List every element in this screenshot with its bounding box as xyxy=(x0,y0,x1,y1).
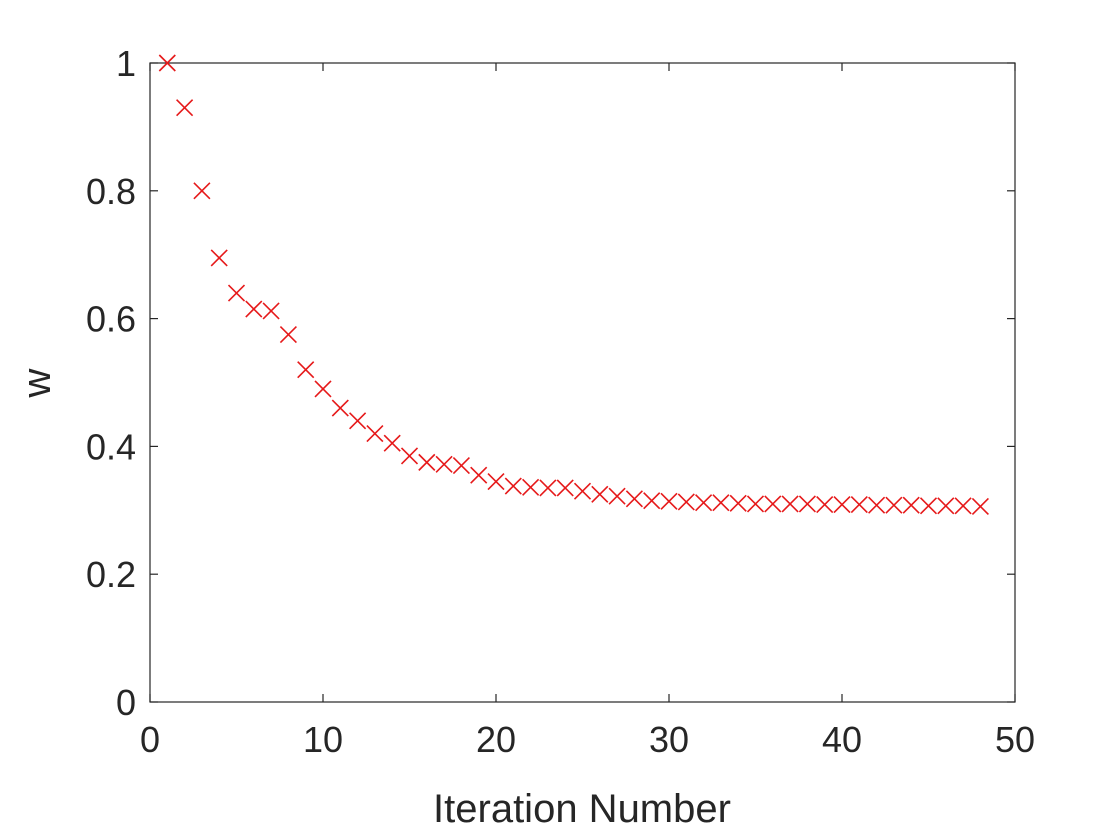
x-tick-label: 0 xyxy=(140,719,160,760)
y-tick-label: 0.6 xyxy=(86,299,136,340)
x-tick-label: 10 xyxy=(303,719,343,760)
data-point xyxy=(262,302,280,320)
data-point xyxy=(816,495,834,514)
data-point xyxy=(937,497,955,515)
x-tick-label: 20 xyxy=(476,719,516,760)
data-point xyxy=(643,492,661,510)
data-point xyxy=(608,487,626,505)
data-point xyxy=(729,494,747,512)
data-point xyxy=(850,495,868,514)
data-point xyxy=(314,380,332,398)
data-point xyxy=(919,497,938,515)
data-point xyxy=(539,479,557,497)
x-axis-label: Iteration Number xyxy=(433,787,731,831)
data-point xyxy=(227,284,246,302)
data-point xyxy=(833,495,851,514)
data-point xyxy=(279,326,297,344)
data-point xyxy=(245,300,263,318)
data-markers xyxy=(158,54,989,516)
y-axis-label: w xyxy=(15,368,59,398)
data-point xyxy=(400,447,419,465)
data-point xyxy=(176,99,194,117)
data-point xyxy=(366,425,384,443)
x-axis-ticks: 0 10 20 30 40 50 xyxy=(140,63,1035,760)
x-tick-label: 50 xyxy=(995,719,1035,760)
data-point xyxy=(868,496,886,514)
plot-area xyxy=(149,62,1016,703)
data-point xyxy=(625,490,643,508)
data-point xyxy=(158,54,176,72)
data-point xyxy=(695,494,713,512)
data-point xyxy=(522,478,540,496)
y-tick-label: 0.2 xyxy=(86,554,136,595)
data-point xyxy=(349,412,367,430)
data-point xyxy=(660,492,678,510)
data-point xyxy=(297,361,315,379)
data-point xyxy=(885,496,903,514)
y-axis-ticks: 0 0.2 0.4 0.6 0.8 1 xyxy=(86,43,1015,723)
data-point xyxy=(383,434,401,452)
data-point xyxy=(331,399,349,417)
data-point xyxy=(954,497,972,515)
data-point xyxy=(591,485,609,503)
y-tick-label: 0.8 xyxy=(86,171,136,212)
data-point xyxy=(418,453,436,471)
y-tick-label: 0 xyxy=(116,682,136,723)
x-tick-label: 30 xyxy=(649,719,689,760)
data-point xyxy=(470,466,488,484)
data-point xyxy=(712,494,730,512)
data-point xyxy=(798,495,816,513)
data-point xyxy=(504,477,522,495)
data-point xyxy=(487,472,505,491)
data-point xyxy=(677,493,695,511)
data-point xyxy=(556,479,574,497)
data-point xyxy=(193,182,211,200)
data-point xyxy=(902,496,920,514)
data-point xyxy=(764,495,782,513)
y-tick-label: 1 xyxy=(116,43,136,84)
data-point xyxy=(746,495,765,513)
x-tick-label: 40 xyxy=(822,719,862,760)
data-point xyxy=(452,457,470,475)
data-point xyxy=(210,249,228,267)
data-point xyxy=(971,497,989,516)
data-point xyxy=(435,455,453,473)
y-tick-label: 0.4 xyxy=(86,426,136,467)
data-point xyxy=(781,495,799,513)
data-point xyxy=(573,482,592,500)
